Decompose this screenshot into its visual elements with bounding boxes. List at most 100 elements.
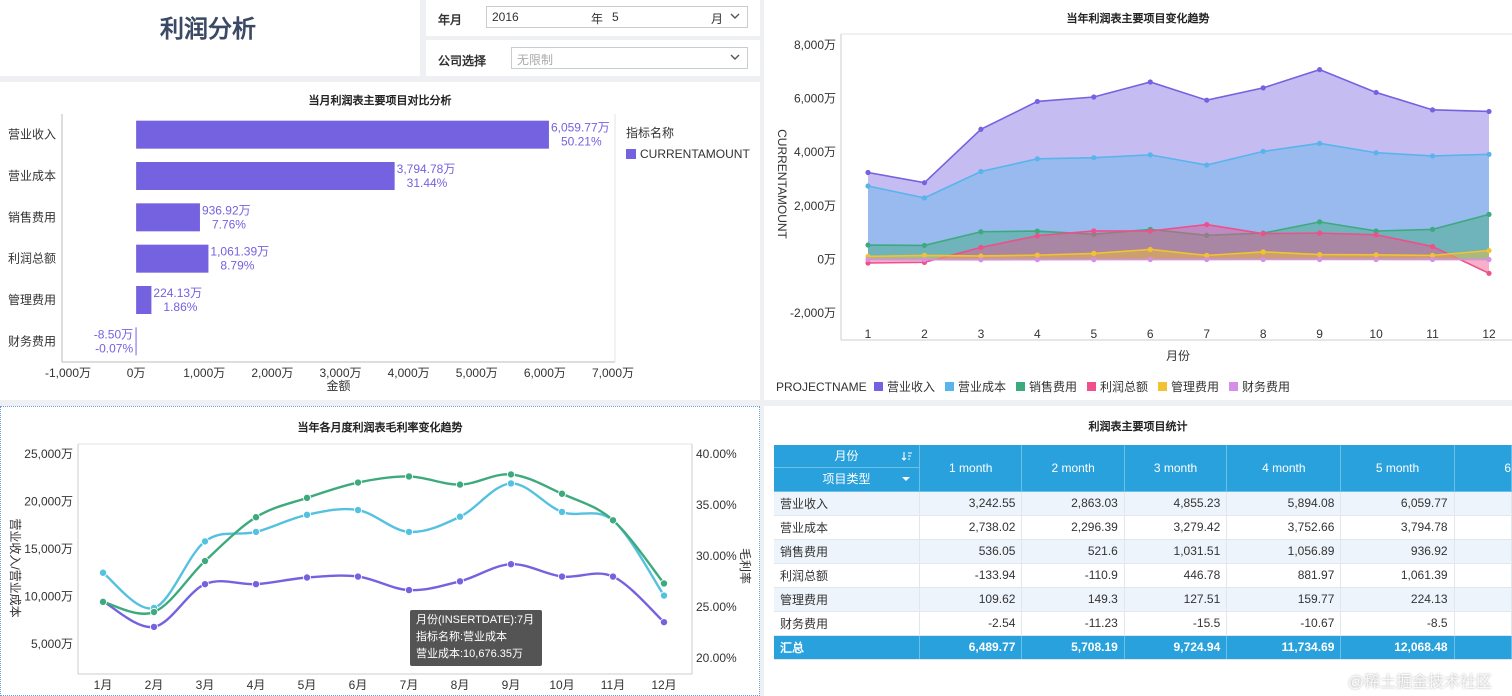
x-tick-label: 9月 bbox=[502, 678, 521, 692]
data-point bbox=[1317, 230, 1323, 236]
x-axis-title: 金额 bbox=[326, 378, 350, 393]
category-label: 财务费用 bbox=[8, 333, 56, 348]
table-cell: 6,059.77 bbox=[1340, 491, 1455, 516]
data-point bbox=[353, 506, 362, 515]
col-header-5[interactable]: 5 month bbox=[1340, 445, 1455, 492]
chevron-down-icon[interactable] bbox=[729, 51, 741, 63]
title-panel: 利润分析 bbox=[0, 0, 420, 76]
year-month-select[interactable]: 2016 年 5 月 bbox=[486, 6, 748, 28]
data-point bbox=[1034, 156, 1040, 162]
total-cell bbox=[1454, 635, 1512, 660]
y-tick-label: 2,000万 bbox=[794, 199, 836, 213]
data-point bbox=[455, 512, 464, 521]
category-label: 销售费用 bbox=[8, 209, 56, 224]
data-point bbox=[1373, 232, 1379, 238]
data-point bbox=[1373, 150, 1379, 156]
legend-label: 财务费用 bbox=[1242, 379, 1290, 394]
data-point bbox=[404, 586, 413, 595]
data-point bbox=[1260, 249, 1266, 255]
tooltip-line-month: 月份(INSERTDATE):7月 bbox=[416, 614, 535, 626]
month-sort-header[interactable]: 月份 bbox=[774, 445, 919, 469]
row-label: 财务费用 bbox=[774, 611, 920, 636]
type-filter-header[interactable]: 项目类型 bbox=[774, 468, 919, 490]
col-header-2[interactable]: 2 month bbox=[1021, 445, 1125, 492]
data-point bbox=[149, 608, 158, 617]
col-header-3[interactable]: 3 month bbox=[1124, 445, 1228, 492]
bar-chart-title: 当月利润表主要项目对比分析 bbox=[308, 95, 452, 107]
data-point bbox=[200, 580, 209, 589]
chevron-down-icon[interactable] bbox=[729, 10, 741, 22]
x-tick-label: 1,000万 bbox=[183, 366, 225, 380]
company-placeholder: 无限制 bbox=[517, 53, 554, 67]
col-header-4[interactable]: 4 month bbox=[1226, 445, 1342, 492]
caret-down-icon[interactable] bbox=[901, 474, 911, 484]
line-chart-title: 当年各月度利润表毛利率变化趋势 bbox=[297, 422, 463, 434]
area-fill bbox=[868, 143, 1489, 260]
bar-legend-item[interactable]: CURRENTAMOUNT bbox=[626, 147, 750, 161]
bar-value-label: -8.50万 bbox=[94, 327, 133, 341]
year-value: 2016 bbox=[492, 10, 519, 24]
row-label: 管理费用 bbox=[774, 587, 920, 612]
data-point bbox=[1260, 85, 1266, 91]
col-header-1[interactable]: 1 month bbox=[919, 445, 1023, 492]
data-point bbox=[251, 513, 260, 522]
sort-icon[interactable] bbox=[901, 450, 913, 462]
x-tick-label: 10 bbox=[1369, 327, 1383, 341]
data-point bbox=[978, 257, 984, 263]
data-point bbox=[1429, 226, 1436, 232]
x-axis-title: 月份 bbox=[1166, 349, 1190, 363]
y-tick-label: 0万 bbox=[817, 252, 836, 266]
bar bbox=[136, 162, 395, 190]
table-cell: 4,855.23 bbox=[1124, 491, 1228, 516]
data-point bbox=[1147, 256, 1153, 263]
total-cell: 5,708.19 bbox=[1021, 635, 1125, 660]
col-header-6[interactable]: 6 bbox=[1454, 445, 1512, 492]
table-row: 财务费用 -2.54 -11.23 -15.5 -10.67 -8.5 bbox=[774, 611, 1512, 636]
area-chart-title: 当年利润表主要项目变化趋势 bbox=[1066, 13, 1210, 25]
data-point bbox=[1486, 211, 1492, 217]
data-point bbox=[1204, 162, 1210, 168]
data-point bbox=[558, 489, 567, 498]
data-point bbox=[455, 577, 464, 586]
table-cell: -11.23 bbox=[1021, 611, 1125, 636]
x-tick-label: 10月 bbox=[549, 678, 574, 692]
data-point bbox=[978, 229, 984, 235]
table-cell bbox=[1454, 515, 1512, 540]
table-cell bbox=[1454, 611, 1512, 636]
table-row: 销售费用 536.05 521.6 1,031.51 1,056.89 936.92 bbox=[774, 539, 1512, 564]
y-right-axis-title: 毛利率 bbox=[738, 548, 753, 584]
data-point bbox=[200, 537, 209, 546]
stat-table: 月份 项目类型 1 month 2 month 3 month 4 month … bbox=[774, 445, 1512, 660]
data-point bbox=[558, 572, 567, 581]
table-cell: 446.78 bbox=[1124, 563, 1228, 588]
legend-swatch-icon bbox=[626, 149, 636, 159]
table-cell: 2,863.03 bbox=[1021, 491, 1125, 516]
table-cell bbox=[1454, 539, 1512, 564]
legend-swatch-icon bbox=[945, 382, 954, 391]
table-cell: 936.92 bbox=[1340, 539, 1455, 564]
data-point bbox=[1429, 243, 1436, 250]
table-cell: 224.13 bbox=[1340, 587, 1455, 612]
year-unit: 年 bbox=[591, 12, 604, 26]
x-tick-label: 4,000万 bbox=[388, 366, 430, 380]
corner-top-label: 月份 bbox=[834, 449, 859, 464]
filter-panel-date: 年月 2016 年 5 月 bbox=[426, 0, 760, 36]
x-tick-label: 3 bbox=[978, 327, 985, 341]
month-value: 5 bbox=[612, 10, 619, 24]
data-point bbox=[1204, 256, 1210, 263]
bar bbox=[136, 203, 200, 232]
data-point bbox=[251, 580, 260, 589]
bar-legend-title: 指标名称 bbox=[626, 126, 675, 140]
data-point bbox=[1317, 219, 1323, 225]
row-label: 利润总额 bbox=[774, 563, 920, 588]
data-point bbox=[1091, 250, 1097, 256]
series-line bbox=[102, 482, 665, 610]
company-select[interactable]: 无限制 bbox=[511, 47, 748, 69]
series-line bbox=[102, 562, 665, 629]
data-point bbox=[1429, 252, 1436, 258]
table-row: 营业收入 3,242.55 2,863.03 4,855.23 5,894.08 6,05… bbox=[774, 491, 1512, 516]
data-point bbox=[1317, 140, 1323, 146]
series-line bbox=[867, 248, 1490, 258]
data-point bbox=[1486, 270, 1492, 276]
bar-percent-label: 8.79% bbox=[220, 259, 254, 273]
